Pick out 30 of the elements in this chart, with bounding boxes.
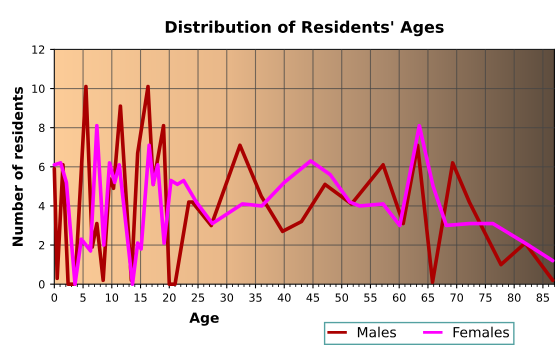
x-tick-label: 50 <box>336 293 348 302</box>
x-tick-label: 65 <box>422 293 434 302</box>
y-tick-label: 2 <box>39 241 44 250</box>
y-tick-label: 10 <box>32 84 45 93</box>
y-tick-label: 12 <box>32 45 44 54</box>
y-tick-label: 4 <box>38 202 45 210</box>
x-tick-label: 80 <box>508 293 520 302</box>
x-tick-label: 0 <box>52 293 58 302</box>
x-tick-label: 60 <box>392 293 406 302</box>
x-tick-label: 5 <box>80 294 86 302</box>
y-tick-label: 6 <box>39 162 45 172</box>
x-tick-label: 75 <box>479 294 492 302</box>
x-tick-label: 30 <box>220 293 234 302</box>
x-tick-label: 35 <box>249 293 262 302</box>
x-tick-label: 45 <box>306 294 320 302</box>
x-tick-label: 10 <box>106 293 118 302</box>
chart-title: Distribution of Residents' Ages <box>166 20 444 36</box>
x-tick-label: 70 <box>450 293 464 302</box>
x-tick-label: 25 <box>192 293 204 302</box>
x-tick-label: 85 <box>536 293 550 302</box>
y-axis-title: Number of residents <box>12 87 23 246</box>
y-tick-label: 8 <box>38 124 45 132</box>
y-tick-label: 0 <box>38 280 45 289</box>
x-tick-label: 40 <box>278 293 291 302</box>
legend-label: Males <box>358 326 396 338</box>
legend-label: Females <box>454 326 510 338</box>
x-axis-title: Age <box>189 312 219 326</box>
x-tick-label: 55 <box>364 294 377 302</box>
x-tick-label: 20 <box>163 293 176 302</box>
x-tick-label: 15 <box>134 294 147 302</box>
